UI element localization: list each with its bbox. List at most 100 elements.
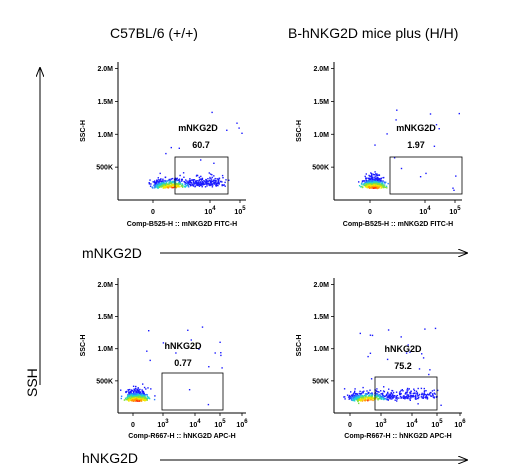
event-dot xyxy=(188,179,191,182)
event-dot xyxy=(218,183,220,185)
event-dot xyxy=(386,133,388,135)
event-dot xyxy=(195,181,197,183)
event-dot xyxy=(159,172,161,175)
event-dot xyxy=(187,185,190,188)
event-dot xyxy=(181,186,184,188)
event-dot xyxy=(130,393,132,395)
event-dot xyxy=(372,173,375,176)
event-dot xyxy=(201,178,204,180)
event-dot xyxy=(366,183,368,185)
event-dot xyxy=(160,182,162,184)
gate-name: hNKG2D xyxy=(164,341,202,351)
event-dot xyxy=(354,390,356,392)
event-dot xyxy=(425,172,427,175)
event-dot xyxy=(364,182,366,185)
event-dot xyxy=(369,177,371,179)
event-dot xyxy=(357,398,359,400)
event-dot xyxy=(373,398,376,400)
event-dot xyxy=(207,180,209,182)
event-dot xyxy=(359,332,361,335)
event-dot xyxy=(373,174,376,176)
event-dot xyxy=(369,389,371,391)
event-dot xyxy=(359,394,361,396)
event-dot xyxy=(226,129,228,131)
event-dot xyxy=(375,185,378,187)
event-dot xyxy=(344,396,346,398)
event-dot xyxy=(370,182,373,184)
event-dot xyxy=(370,181,372,184)
event-dot xyxy=(380,186,383,188)
event-dot xyxy=(416,397,419,400)
event-dot xyxy=(209,173,212,175)
event-dot xyxy=(214,183,216,185)
event-dot xyxy=(175,185,178,188)
event-dot xyxy=(160,178,162,180)
event-dot xyxy=(170,180,172,183)
event-dot xyxy=(383,398,385,401)
event-dot xyxy=(371,394,373,396)
event-dot xyxy=(120,397,122,400)
event-dot xyxy=(375,398,377,400)
event-dot xyxy=(161,182,163,185)
event-dot xyxy=(380,187,382,189)
event-dot xyxy=(417,395,419,397)
event-dot xyxy=(198,176,201,179)
event-dot xyxy=(193,179,196,181)
event-dot xyxy=(349,397,352,400)
event-dot xyxy=(381,181,383,183)
event-dot xyxy=(211,183,213,185)
event-dot xyxy=(399,393,401,395)
y-tick-label: 2.0M xyxy=(97,66,113,73)
event-dot xyxy=(374,391,377,394)
event-dot xyxy=(379,398,381,400)
event-dot xyxy=(365,398,367,400)
event-dot xyxy=(215,180,218,182)
event-dot xyxy=(136,395,139,398)
event-cloud xyxy=(358,109,460,191)
event-dot xyxy=(358,397,361,400)
event-dot xyxy=(191,182,193,184)
event-dot xyxy=(371,186,373,188)
event-dot xyxy=(376,178,379,181)
event-dot xyxy=(351,395,353,398)
event-dot xyxy=(364,397,366,400)
event-dot xyxy=(429,394,431,396)
event-dot xyxy=(129,388,131,391)
event-dot xyxy=(352,397,354,399)
event-dot xyxy=(376,396,378,398)
event-dot xyxy=(378,397,380,400)
event-dot xyxy=(369,184,372,187)
event-dot xyxy=(371,392,373,394)
event-dot xyxy=(376,179,379,182)
event-dot xyxy=(366,184,368,186)
event-dot xyxy=(408,388,410,390)
event-dot xyxy=(371,395,373,397)
event-dot xyxy=(374,144,376,146)
event-dot xyxy=(376,186,379,188)
event-dot xyxy=(131,395,134,397)
event-dot xyxy=(133,394,135,396)
event-dot xyxy=(128,398,130,400)
event-dot xyxy=(360,183,363,185)
x-tick-label: 104 xyxy=(204,206,216,216)
event-dot xyxy=(375,177,378,180)
event-dot xyxy=(138,400,140,402)
event-dot xyxy=(156,180,158,182)
event-dot xyxy=(385,186,387,189)
event-dot xyxy=(377,187,379,189)
event-dot xyxy=(356,399,358,401)
x-tick-label: 0 xyxy=(368,209,372,216)
x-tick-label: 0 xyxy=(131,422,135,429)
event-dot xyxy=(390,392,392,394)
event-dot xyxy=(194,183,196,185)
event-dot xyxy=(382,180,384,182)
event-dot xyxy=(156,183,159,186)
event-dot xyxy=(354,395,357,397)
event-dot xyxy=(142,394,144,396)
event-dot xyxy=(453,189,455,191)
event-dot xyxy=(202,182,205,184)
event-dot xyxy=(406,395,408,397)
event-dot xyxy=(363,180,365,182)
event-dot xyxy=(215,183,218,185)
event-dot xyxy=(375,393,377,396)
